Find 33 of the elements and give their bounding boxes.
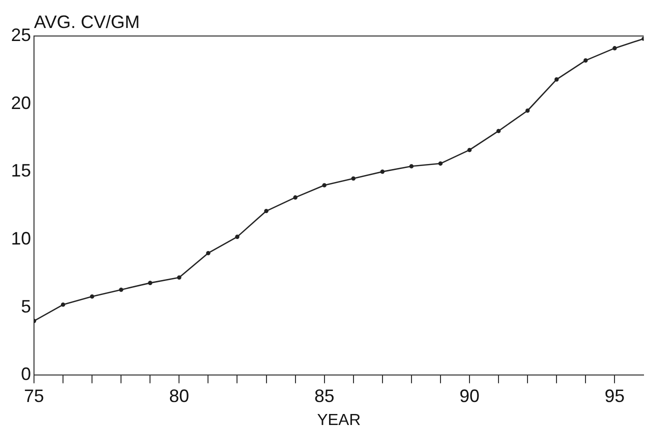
x-tick-label: 80 [169,386,190,406]
y-tick-label: 10 [10,228,32,248]
point [235,234,240,239]
point [293,195,298,200]
point [583,58,588,63]
point [177,275,182,280]
point [206,250,210,256]
point [467,148,472,152]
x-tick-label: 85 [314,386,334,406]
point [322,183,326,188]
y-tick-label: 0 [21,364,32,384]
point [118,288,124,292]
point [554,77,559,82]
point [525,108,530,113]
point [438,161,443,166]
y-tick-label: 20 [10,92,32,113]
point [351,176,356,181]
x-tick-label: 95 [604,386,625,406]
x-tick-label: 90 [459,386,480,406]
point [496,128,501,134]
point [612,46,617,50]
x-tick-label: 75 [24,386,44,406]
point [380,170,385,174]
point [264,208,268,214]
x-axis-title: YEAR [317,412,361,429]
y-tick-label: 25 [10,24,32,45]
y-tick-label: 15 [10,160,32,181]
y-tick-label: 5 [21,296,32,316]
point [148,280,152,286]
point [90,294,94,299]
point [60,302,66,307]
point [409,164,414,168]
y-axis-title: AVG. CV/GM [34,12,140,32]
